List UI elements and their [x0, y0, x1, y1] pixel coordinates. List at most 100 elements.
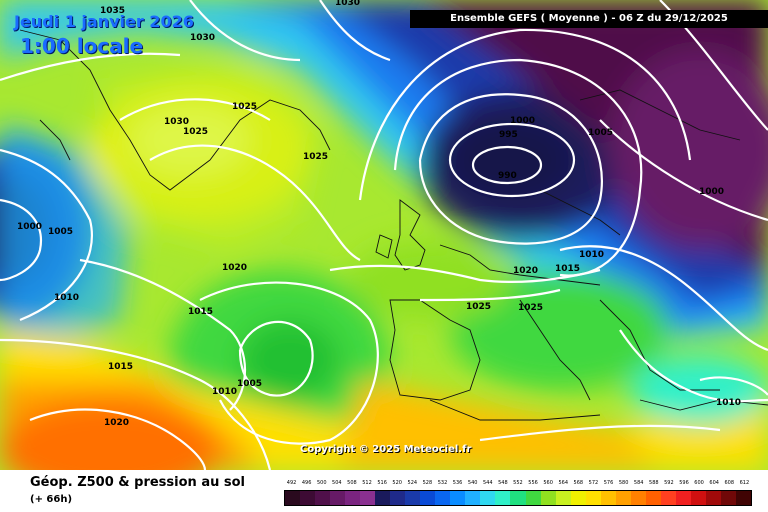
scale-swatch	[510, 491, 526, 505]
scale-swatch	[405, 491, 421, 505]
color-scale-labels: 492 496 500 504 508 512 516 520 524 528 532 536 540 5…	[284, 480, 752, 486]
isobars	[0, 0, 768, 470]
scale-swatch	[360, 491, 376, 505]
isobar-label: 1000	[510, 116, 535, 126]
scale-label: 528	[422, 480, 433, 486]
scale-label: 532	[437, 480, 448, 486]
scale-swatch	[555, 491, 571, 505]
isobar-label: 1010	[579, 250, 604, 260]
scale-label: 556	[528, 480, 538, 486]
isobar-label: 1025	[183, 127, 208, 137]
scale-label: 580	[618, 480, 629, 486]
scale-swatch	[540, 491, 556, 505]
scale-swatch	[630, 491, 646, 505]
scale-label: 496	[301, 480, 312, 486]
scale-swatch	[390, 491, 406, 505]
scale-swatch	[375, 491, 391, 505]
scale-swatch	[495, 491, 511, 505]
isobar-label: 1025	[303, 152, 328, 162]
isobar-label: 990	[498, 171, 517, 181]
scale-label: 512	[362, 480, 372, 486]
scale-label: 508	[347, 480, 357, 486]
scale-label: 492	[286, 480, 297, 486]
isobar-label: 1005	[48, 227, 73, 237]
scale-swatch	[585, 491, 601, 505]
isobar-label: 1010	[716, 398, 741, 408]
isobar-label: 1020	[104, 418, 129, 428]
isobar-label: 1030	[164, 117, 189, 127]
model-title: Ensemble GEFS ( Moyenne ) - 06 Z du 29/1…	[410, 10, 768, 28]
isobar-label: 1035	[100, 6, 125, 16]
scale-swatch	[705, 491, 721, 505]
isobar-label: 1010	[212, 387, 237, 397]
isobar-label: 1025	[232, 102, 257, 112]
scale-label: 516	[377, 480, 387, 486]
scale-swatch	[615, 491, 631, 505]
scale-label: 500	[316, 480, 327, 486]
scale-label: 540	[467, 480, 478, 486]
isobar-label: 1025	[518, 303, 543, 313]
scale-swatch	[465, 491, 481, 505]
color-scale-bar	[284, 490, 752, 506]
isobar-label: 995	[499, 130, 518, 140]
isobar-label: 1025	[466, 302, 491, 312]
scale-label: 588	[649, 480, 659, 486]
scale-swatch	[600, 491, 616, 505]
scale-swatch	[330, 491, 346, 505]
isobar-label: 1015	[188, 307, 213, 317]
scale-swatch	[450, 491, 466, 505]
scale-swatch	[435, 491, 451, 505]
isobar-label: 1030	[190, 33, 215, 43]
scale-swatch	[690, 491, 706, 505]
copyright-text: Copyright © 2025 Meteociel.fr	[300, 444, 472, 455]
scale-swatch	[285, 491, 301, 505]
isobar-labels: 1035 1030 1030 1025 1025 1030 1025 1000 …	[17, 0, 741, 428]
scale-label: 612	[739, 480, 750, 486]
scale-swatch	[735, 491, 751, 505]
scale-swatch	[645, 491, 661, 505]
isobar-label: 1000	[699, 187, 724, 197]
forecast-range: (+ 66h)	[30, 494, 73, 505]
scale-label: 524	[407, 480, 418, 486]
scale-label: 608	[724, 480, 735, 486]
scale-label: 548	[498, 480, 508, 486]
scale-swatch	[570, 491, 586, 505]
scale-label: 520	[392, 480, 402, 486]
scale-swatch	[720, 491, 736, 505]
scale-label: 560	[543, 480, 553, 486]
scale-label: 552	[513, 480, 523, 486]
geopotential-field: 1035 1030 1030 1025 1025 1030 1025 1000 …	[0, 0, 768, 470]
scale-swatch	[660, 491, 676, 505]
coastlines	[19, 29, 768, 421]
scale-label: 592	[664, 480, 674, 486]
isobar-label: 1015	[555, 264, 580, 274]
legend-footer: Géop. Z500 & pression au sol (+ 66h) 492…	[0, 470, 768, 512]
scale-swatch	[345, 491, 361, 505]
scale-swatch	[420, 491, 436, 505]
local-time: 1:00 locale	[20, 34, 144, 58]
isobar-label: 1015	[108, 362, 133, 372]
scale-swatch	[675, 491, 691, 505]
chart-title: Géop. Z500 & pression au sol	[30, 475, 245, 490]
isobar-label: 1030	[335, 0, 360, 8]
weather-map: 1035 1030 1030 1025 1025 1030 1025 1000 …	[0, 0, 768, 470]
scale-label: 604	[709, 480, 719, 486]
scale-swatch	[525, 491, 541, 505]
isobar-label: 1020	[513, 266, 538, 276]
scale-label: 600	[694, 480, 704, 486]
isobar-label: 1010	[54, 293, 79, 303]
scale-label: 584	[633, 480, 644, 486]
scale-label: 504	[332, 480, 342, 486]
scale-swatch	[480, 491, 496, 505]
isobar-label: 1005	[588, 128, 613, 138]
scale-label: 576	[603, 480, 614, 486]
isobar-label: 1005	[237, 379, 262, 389]
scale-label: 568	[573, 480, 584, 486]
scale-label: 596	[679, 480, 689, 486]
scale-swatch	[315, 491, 331, 505]
scale-label: 544	[482, 480, 493, 486]
scale-label: 536	[452, 480, 463, 486]
forecast-date: Jeudi 1 janvier 2026	[14, 12, 194, 31]
isobar-label: 1000	[17, 222, 42, 232]
isobar-label: 1020	[222, 263, 247, 273]
